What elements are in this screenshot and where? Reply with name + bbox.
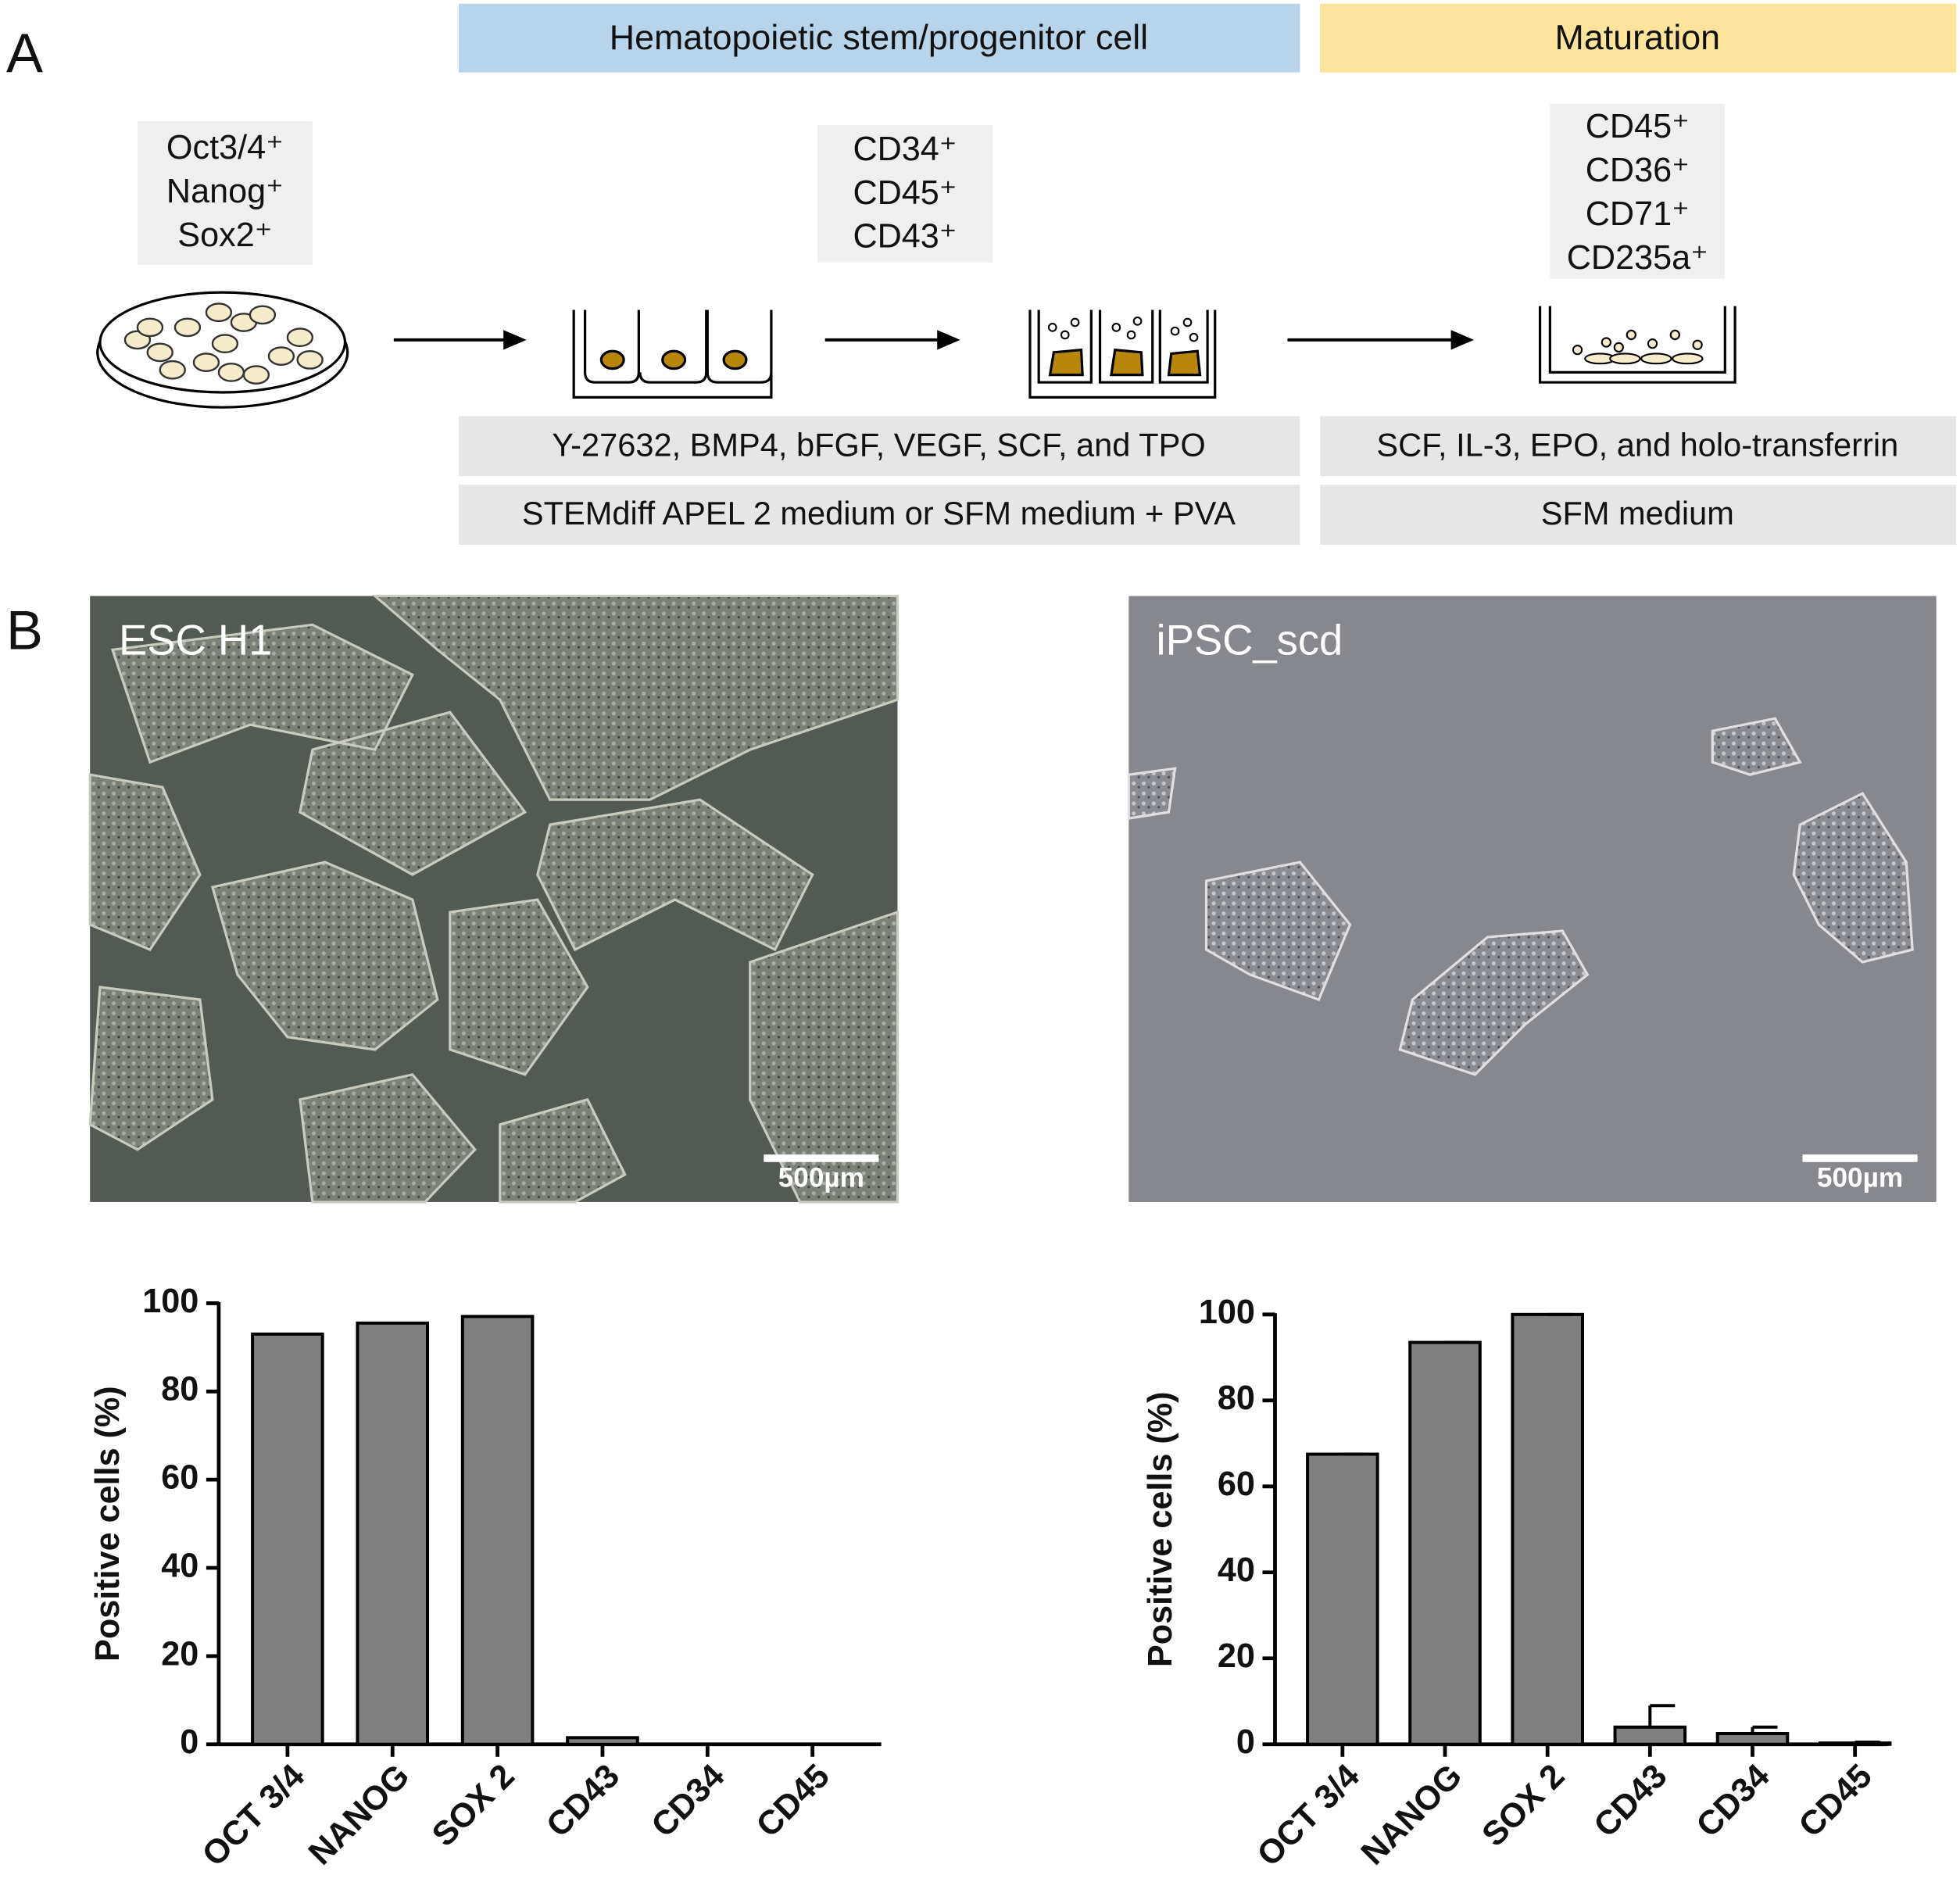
marker-box: [817, 124, 993, 263]
marker: Sox2⁺: [177, 216, 272, 254]
scale-bar-label: 500µm: [778, 1162, 864, 1193]
y-tick-label: 60: [1218, 1465, 1255, 1503]
error-bar: [1648, 1704, 1676, 1727]
error-bar: [1853, 1741, 1880, 1744]
stage-box: [1320, 3, 1957, 73]
x-tick-label: CD45: [749, 1757, 837, 1845]
marker: CD45⁺: [1586, 108, 1690, 145]
panel-label: B: [6, 599, 43, 661]
marker: CD235a⁺: [1567, 239, 1708, 277]
marker: CD71⁺: [1586, 195, 1690, 233]
bar: [356, 1321, 430, 1746]
stage-label: Hematopoietic stem/progenitor cell: [610, 18, 1148, 57]
bar: [566, 1736, 639, 1746]
y-tick-label: 0: [1236, 1723, 1255, 1761]
y-tick-label: 80: [161, 1371, 199, 1408]
y-tick-label: 20: [1218, 1637, 1255, 1675]
condition: SFM medium: [1541, 495, 1734, 531]
x-tick-label: SOX 2: [1475, 1757, 1572, 1854]
y-axis-label: Positive cells (%): [1142, 1392, 1179, 1668]
error-bar: [1751, 1725, 1778, 1734]
condition-box: [1320, 485, 1957, 546]
x-tick-label: CD34: [644, 1757, 731, 1845]
eb-wells: [1028, 310, 1217, 399]
bar: [1408, 1340, 1482, 1746]
x-tick-label: CD43: [1586, 1757, 1674, 1845]
micrograph: [88, 594, 1937, 1204]
stage-box: [459, 3, 1300, 73]
scale-bar-label: 500µm: [1817, 1162, 1903, 1193]
marker: CD43⁺: [853, 218, 957, 256]
marker: CD34⁺: [853, 131, 957, 168]
bar: [460, 1315, 535, 1746]
condition: Y-27632, BMP4, bFGF, VEGF, SCF, and TPO: [552, 426, 1205, 463]
maturation-well: [1538, 306, 1736, 384]
y-tick-label: 80: [1218, 1379, 1255, 1417]
marker-box: [137, 121, 313, 265]
x-tick-label: OCT 3/4: [1250, 1757, 1367, 1873]
x-tick-label: NANOG: [1354, 1757, 1470, 1872]
culture-dish: [96, 291, 349, 409]
x-tick-label: SOX 2: [425, 1757, 522, 1854]
panel-label: A: [6, 22, 43, 84]
arrow: [393, 330, 1475, 350]
marker: CD45⁺: [853, 174, 957, 212]
y-tick-label: 40: [161, 1547, 199, 1584]
bar: [1511, 1312, 1584, 1746]
bar: [1306, 1452, 1379, 1746]
image-label: iPSC_scd: [1157, 617, 1343, 664]
x-tick-label: NANOG: [302, 1757, 417, 1872]
x-tick-label: CD45: [1792, 1757, 1880, 1845]
y-tick-label: 100: [1199, 1294, 1255, 1331]
bar: [251, 1332, 324, 1746]
y-tick-label: 100: [142, 1283, 199, 1320]
bar: [1715, 1732, 1790, 1746]
y-tick-label: 0: [180, 1723, 199, 1761]
x-tick-label: OCT 3/4: [195, 1757, 312, 1873]
condition: SCF, IL-3, EPO, and holo-transferrin: [1376, 426, 1898, 463]
condition-box: [459, 485, 1300, 546]
marker: Oct3/4⁺: [166, 129, 284, 166]
condition: STEMdiff APEL 2 medium or SFM medium + P…: [522, 495, 1236, 531]
x-tick-label: CD34: [1690, 1757, 1777, 1845]
y-tick-label: 60: [161, 1459, 199, 1497]
bar: [1613, 1725, 1687, 1746]
condition-box: [1320, 416, 1957, 477]
u-bottom-wells: [572, 310, 773, 399]
marker-box: [1550, 103, 1726, 279]
image-label: ESC H1: [119, 617, 272, 664]
y-tick-label: 40: [1218, 1551, 1255, 1589]
condition-box: [459, 416, 1300, 477]
y-tick-label: 20: [161, 1635, 199, 1673]
x-tick-label: CD43: [539, 1757, 627, 1845]
marker: Nanog⁺: [166, 173, 284, 210]
stage-label: Maturation: [1555, 18, 1721, 57]
y-axis-label: Positive cells (%): [89, 1386, 127, 1662]
marker: CD36⁺: [1586, 152, 1690, 189]
